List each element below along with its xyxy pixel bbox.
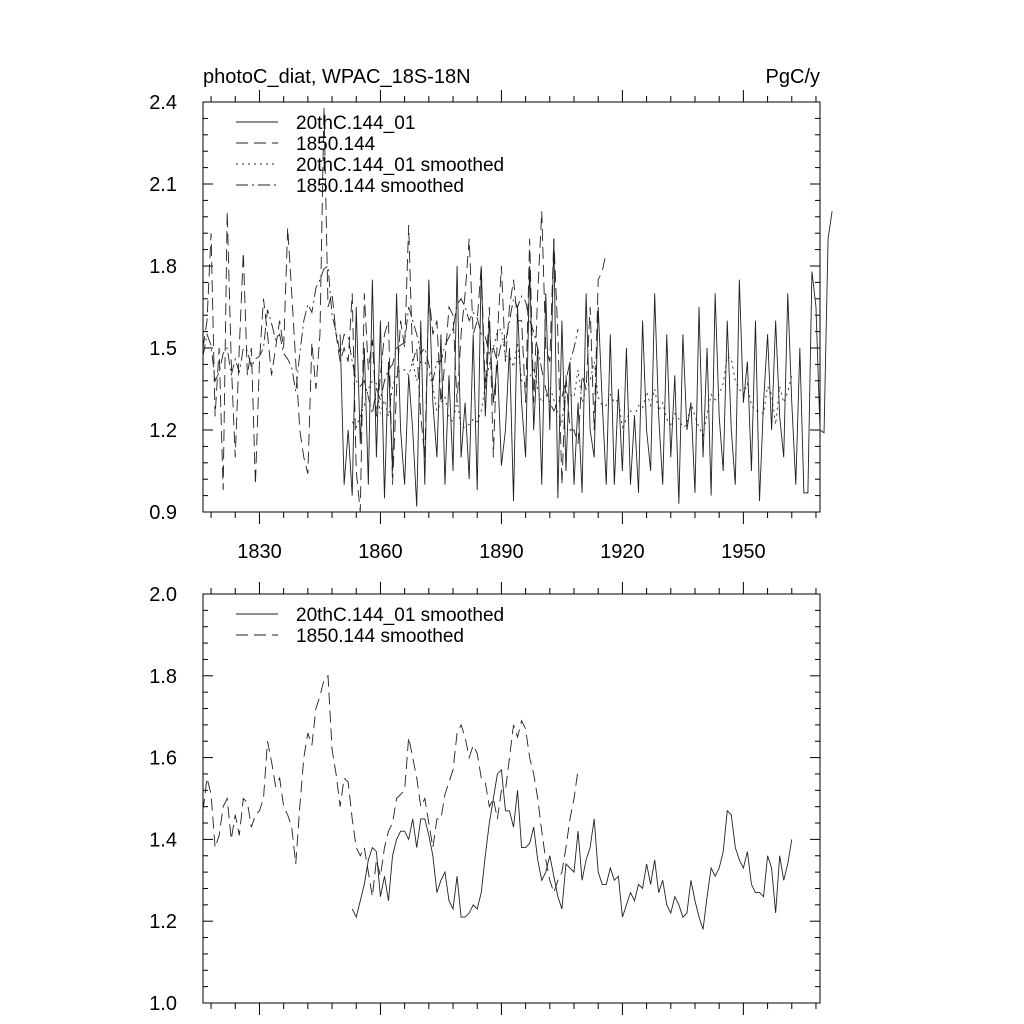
y-tick-label: 0.9 bbox=[149, 502, 177, 524]
units-label: PgC/y bbox=[766, 66, 820, 88]
y-tick-label: 1.4 bbox=[149, 829, 177, 851]
x-tick-label: 1890 bbox=[479, 541, 524, 563]
x-tick-label: 1950 bbox=[721, 541, 766, 563]
y-tick-label: 2.4 bbox=[149, 92, 177, 114]
y-tick-label: 1.8 bbox=[149, 256, 177, 278]
plot-frame bbox=[202, 593, 821, 1004]
x-tick-label: 1920 bbox=[600, 541, 645, 563]
y-tick-label: 1.5 bbox=[149, 338, 177, 360]
axis-ticks bbox=[203, 582, 820, 1015]
y-tick-label: 1.2 bbox=[149, 911, 177, 933]
y-tick-label: 1.2 bbox=[149, 420, 177, 442]
series-line-20thc-144-01 bbox=[339, 211, 833, 507]
legend-label: 1850.144 smoothed bbox=[296, 176, 464, 197]
series-line-1850-144-smoothed bbox=[202, 674, 579, 897]
y-tick-label: 1.8 bbox=[149, 666, 177, 688]
legend-label: 20thC.144_01 bbox=[296, 113, 415, 134]
x-tick-label: 1860 bbox=[358, 541, 403, 563]
legend-label: 20thC.144_01 smoothed bbox=[296, 605, 504, 626]
bottom-panel: 1.0 1.2 1.4 1.6 1.8 2.0 20thC.144_01 smoothed1… bbox=[149, 582, 821, 1015]
series-line-1850-144-smoothed bbox=[202, 265, 579, 414]
y-tick-label: 2.1 bbox=[149, 174, 177, 196]
x-tick-label: 1830 bbox=[237, 541, 282, 563]
series-line-20thc-144-01-smoothed bbox=[351, 768, 793, 930]
legend-label: 1850.144 bbox=[296, 134, 376, 155]
plot-frame bbox=[202, 101, 821, 513]
y-tick-label: 2.0 bbox=[149, 584, 177, 606]
series-line-20thc-144-01-smoothed bbox=[351, 328, 793, 437]
chart-title: photoC_diat, WPAC_18S-18N bbox=[203, 66, 471, 88]
y-tick-label: 1.0 bbox=[149, 993, 177, 1015]
legend-label: 1850.144 smoothed bbox=[296, 626, 464, 647]
top-panel: 0.9 1.2 1.5 1.8 2.1 2.4 1830 1860 1890 1920 1950 20… bbox=[149, 90, 833, 563]
axis-ticks bbox=[203, 90, 820, 524]
legend-label: 20thC.144_01 smoothed bbox=[296, 155, 504, 176]
series-line-1850-144 bbox=[202, 107, 607, 513]
y-tick-label: 1.6 bbox=[149, 748, 177, 770]
